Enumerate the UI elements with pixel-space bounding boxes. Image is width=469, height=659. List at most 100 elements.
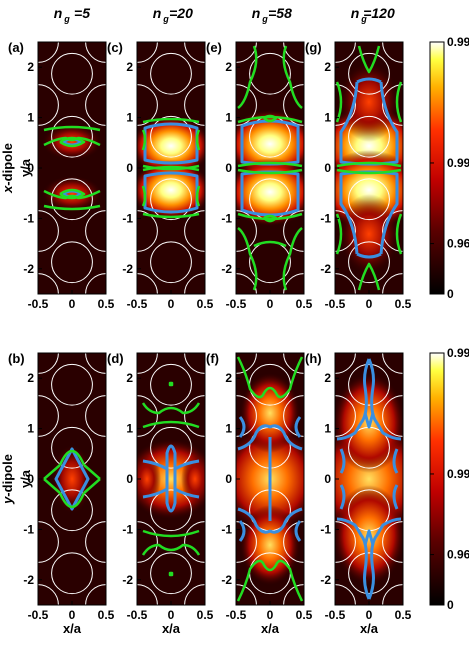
contour-green — [142, 212, 200, 219]
lattice-hole — [51, 363, 93, 406]
colorbar: 0.998 0.99 0.96 0 — [429, 346, 469, 612]
contour-green — [237, 227, 258, 291]
lattice-hole — [38, 84, 59, 126]
y-tick-label: 1 — [324, 111, 331, 125]
y-tick-label: 0 — [324, 161, 331, 175]
lattice-hole — [283, 395, 304, 437]
column-header-value: =120 — [363, 5, 395, 21]
contour-blue — [238, 416, 246, 438]
x-tick-label: 0 — [69, 608, 76, 622]
contour-green — [237, 212, 303, 221]
heatmap-panel-h: (h) -0.5 0 0.5 2 1 0 -1 -2 x/a — [305, 351, 412, 636]
contour-green — [336, 161, 402, 168]
contour-green — [43, 189, 101, 200]
intensity-blob — [236, 158, 304, 226]
lattice-hole — [382, 210, 403, 252]
y-tick-label: -2 — [221, 573, 232, 587]
lattice-hole — [51, 241, 93, 284]
contour-green — [142, 165, 200, 172]
colorbar-tick-label: 0.99 — [447, 467, 469, 481]
lattice-hole — [348, 552, 390, 595]
lattice-hole — [38, 395, 59, 437]
y-tick-label: -1 — [221, 211, 232, 225]
column-header-sub: g — [261, 14, 268, 24]
y-tick-label: 1 — [126, 422, 133, 436]
y-tick-label: -1 — [23, 522, 34, 536]
x-tick-label: 0 — [168, 297, 175, 311]
x-tick-label: 0.5 — [395, 297, 412, 311]
contour-green — [83, 478, 101, 494]
panel-label: (g) — [305, 40, 322, 55]
intensity-blob — [181, 455, 205, 503]
contour-green — [263, 114, 278, 123]
x-tick-label: 0.5 — [296, 297, 313, 311]
panel-content — [335, 353, 403, 605]
colorbar-tick-label: 0 — [447, 598, 454, 612]
x-tick-label: 0 — [267, 608, 274, 622]
contour-blue — [238, 520, 246, 542]
lattice-hole — [184, 84, 205, 126]
heatmap-panel-e: (e) -0.5 0 0.5 2 1 0 -1 -2 — [206, 40, 313, 311]
y-tick-label: 2 — [225, 371, 232, 385]
contour-blue — [237, 424, 303, 451]
lattice-hole — [137, 84, 158, 126]
contour-blue — [143, 171, 199, 214]
contour-blue — [336, 517, 371, 600]
x-tick-label: 0 — [366, 297, 373, 311]
y-tick-label: 2 — [126, 60, 133, 74]
y-tick-label: 0 — [126, 161, 133, 175]
contour-green — [142, 117, 200, 124]
y-tick-label: 1 — [225, 422, 232, 436]
lattice-hole — [38, 210, 59, 252]
contour-green — [237, 168, 303, 175]
row-label-rest: -dipole — [0, 454, 15, 497]
contour-green — [141, 402, 201, 415]
contour-green — [357, 45, 381, 74]
y-tick-label: 1 — [225, 111, 232, 125]
lattice-hole — [51, 552, 93, 595]
column-header-n: n — [351, 5, 360, 21]
x-tick-label: -0.5 — [127, 608, 148, 622]
intensity-blob — [137, 455, 161, 503]
heatmap-panel-f: (f) -0.5 0 0.5 2 1 0 -1 -2 x/a — [206, 351, 313, 636]
row-label-italic: x — [0, 185, 15, 194]
colorbar-gradient — [429, 352, 445, 606]
contour-green — [59, 136, 86, 148]
x-tick-label: -0.5 — [28, 297, 49, 311]
y-tick-label: 2 — [324, 60, 331, 74]
lattice-hole — [283, 84, 304, 126]
row-label-rest: -dipole — [0, 143, 15, 186]
heatmap-panel-d: (d) -0.5 0 0.5 2 1 0 -1 -2 x/a — [107, 351, 214, 636]
contour-blue — [367, 358, 402, 441]
lattice-hole — [382, 395, 403, 437]
contour-green — [43, 478, 61, 494]
column-header-value: =20 — [169, 5, 193, 21]
contour-blue — [165, 444, 177, 513]
x-tick-label: -0.5 — [325, 297, 346, 311]
heatmap-panel-c: (c) -0.5 0 0.5 2 1 0 -1 -2 — [107, 40, 214, 311]
y-tick-label: 0 — [225, 472, 232, 486]
row-label: x-dipole — [0, 143, 15, 194]
contour-green — [43, 125, 101, 132]
lattice-hole — [249, 52, 291, 95]
x-tick-label: -0.5 — [127, 297, 148, 311]
contour-green — [335, 81, 343, 123]
lattice-hole — [51, 115, 93, 158]
colorbar: 0.998 0.99 0.96 0 — [429, 35, 469, 301]
contour-blue — [363, 529, 375, 546]
contour-green — [237, 161, 303, 168]
contour-green — [236, 559, 304, 602]
lattice-hole — [283, 210, 304, 252]
contour-blue — [142, 487, 168, 499]
lattice-hole — [382, 84, 403, 126]
colorbar-tick-label: 0 — [447, 287, 454, 301]
column-header-n: n — [252, 5, 261, 21]
row-label-italic: y — [0, 496, 15, 505]
panel-label: (a) — [8, 40, 24, 55]
lattice-hole — [51, 52, 93, 95]
x-tick-label: 0.5 — [296, 608, 313, 622]
x-tick-label: -0.5 — [226, 608, 247, 622]
intensity-blob — [52, 445, 92, 513]
lattice-hole — [150, 115, 192, 158]
x-tick-label: 0.5 — [197, 297, 214, 311]
